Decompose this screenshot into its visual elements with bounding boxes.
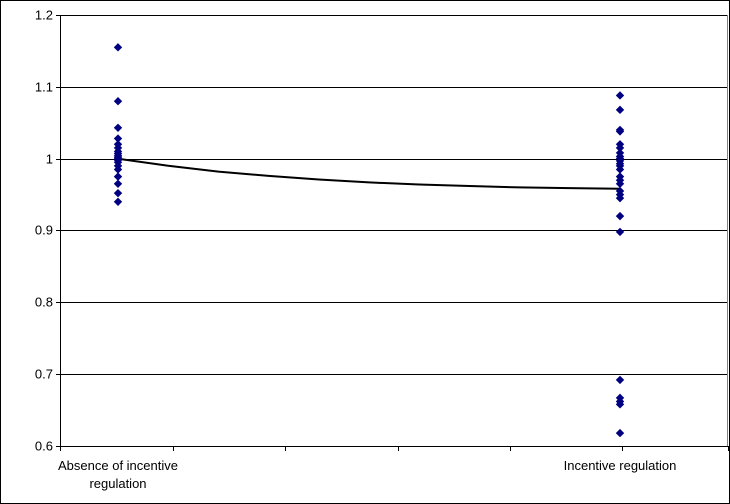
data-point-absence-18 bbox=[113, 197, 123, 206]
data-point-absence-17 bbox=[113, 188, 123, 198]
data-point-incentive-15 bbox=[615, 179, 625, 189]
data-point-incentive-19 bbox=[615, 211, 625, 221]
data-point-incentive-3 bbox=[615, 127, 625, 136]
y-tick-label-3: 0.9 bbox=[35, 223, 53, 238]
y-tick-label-0: 0.6 bbox=[35, 439, 53, 454]
y-tick-label-4: 1 bbox=[46, 152, 53, 167]
y-tick-label-6: 1.2 bbox=[35, 8, 53, 23]
y-tick-label-1: 0.7 bbox=[35, 367, 53, 382]
data-point-incentive-25 bbox=[615, 428, 625, 438]
data-point-absence-16 bbox=[113, 179, 123, 189]
data-point-incentive-1 bbox=[615, 105, 625, 115]
data-point-incentive-0 bbox=[615, 91, 625, 100]
data-point-incentive-18 bbox=[615, 193, 625, 203]
data-point-incentive-5 bbox=[615, 143, 625, 153]
data-point-absence-15 bbox=[113, 172, 123, 181]
trend-line bbox=[117, 157, 621, 190]
data-point-incentive-21 bbox=[615, 375, 625, 385]
category-label-incentive-0: Incentive regulation bbox=[564, 458, 677, 473]
category-label-absence-1: regulation bbox=[89, 476, 146, 491]
data-point-incentive-20 bbox=[615, 227, 625, 237]
data-point-absence-1 bbox=[113, 97, 123, 106]
y-tick-label-5: 1.1 bbox=[35, 80, 53, 95]
data-point-absence-2 bbox=[113, 123, 123, 132]
data-point-absence-3 bbox=[113, 134, 123, 143]
data-point-absence-0 bbox=[113, 43, 123, 52]
data-point-incentive-24 bbox=[615, 400, 625, 409]
data-point-incentive-12 bbox=[615, 165, 625, 174]
y-tick-label-2: 0.8 bbox=[35, 295, 53, 310]
data-point-absence-14 bbox=[113, 165, 123, 174]
category-label-absence-0: Absence of incentive bbox=[58, 458, 178, 473]
